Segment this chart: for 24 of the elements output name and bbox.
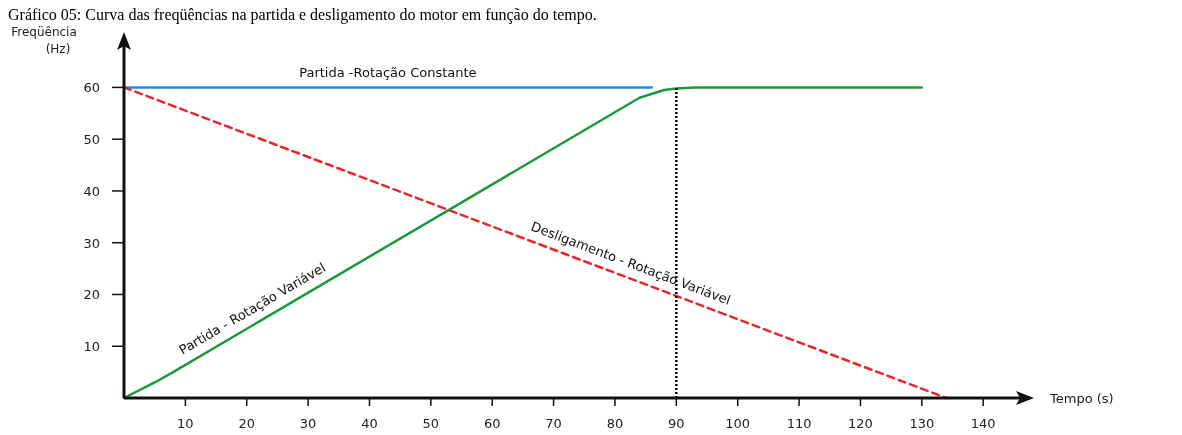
x-tick-label: 140 [970, 416, 996, 431]
x-tick-label: 10 [177, 416, 194, 431]
x-tick-label: 130 [909, 416, 935, 431]
x-tick-label: 40 [361, 416, 378, 431]
x-tick-label: 100 [725, 416, 751, 431]
x-tick-label: 70 [545, 416, 562, 431]
series-label: Partida -Rotação Constante [299, 65, 477, 81]
x-tick-label: 110 [786, 416, 812, 431]
y-axis-title: Freqüência (Hz) [11, 25, 77, 56]
x-tick-label: 120 [848, 416, 873, 431]
x-tick-label: 60 [483, 416, 501, 431]
x-tick-label: 50 [422, 416, 440, 431]
y-tick-label: 20 [83, 287, 100, 303]
y-tick-label: 10 [83, 339, 100, 355]
x-axis-title: Tempo (s) [1049, 391, 1114, 406]
y-tick-label: 50 [83, 132, 100, 148]
chart-title: Gráfico 05: Curva das freqüências na partida e desligamento do motor em função do tempo. [8, 6, 597, 24]
x-tick-label: 90 [668, 416, 685, 431]
x-tick-label: 20 [238, 416, 256, 431]
y-tick-label: 60 [83, 80, 100, 96]
x-tick-label: 80 [606, 416, 624, 431]
y-tick-label: 40 [83, 183, 100, 199]
y-tick-label: 30 [83, 235, 100, 251]
x-tick-label: 30 [299, 416, 317, 431]
